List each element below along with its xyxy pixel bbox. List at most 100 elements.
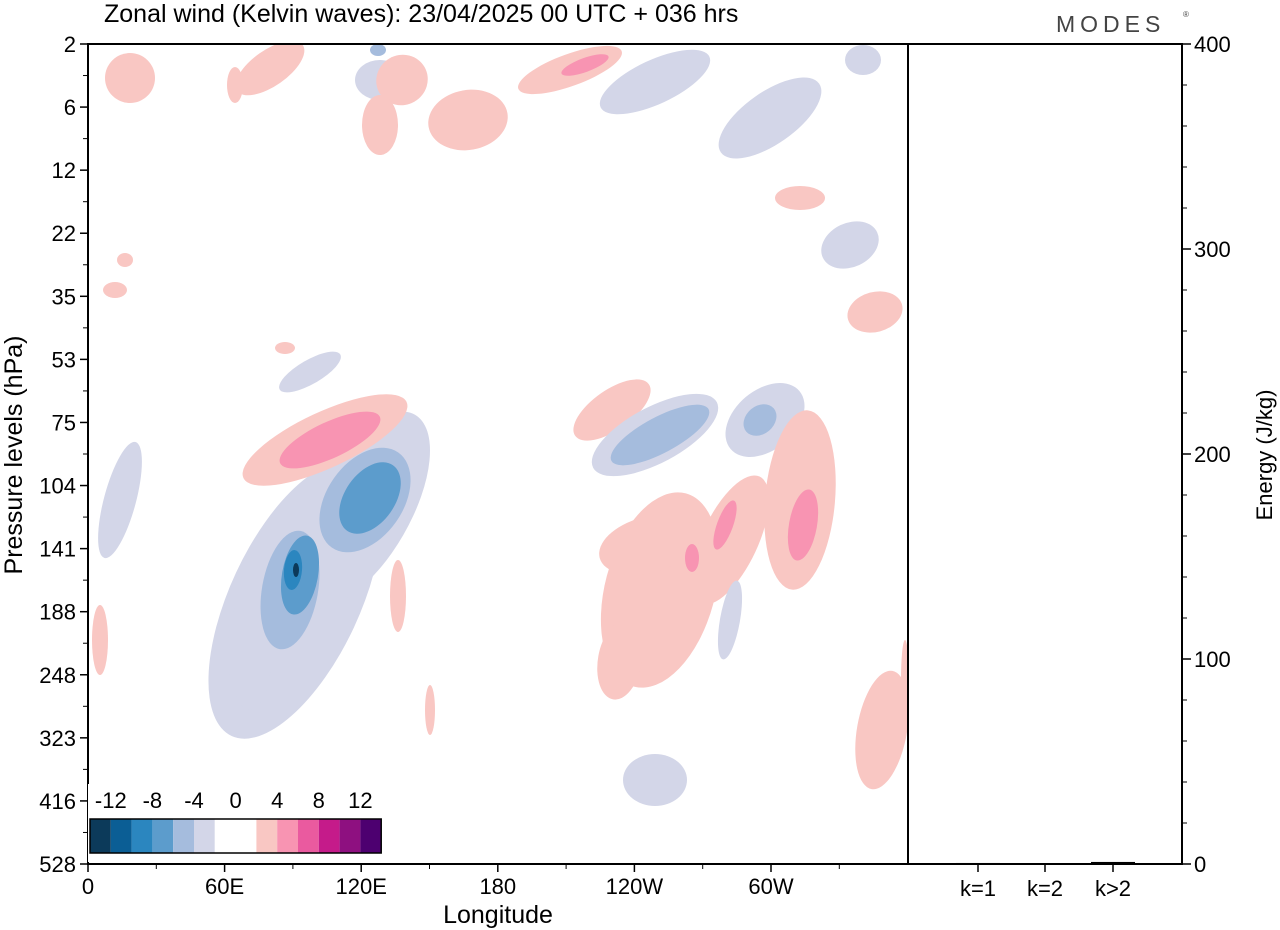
negative-contour <box>370 44 386 56</box>
positive-contour <box>105 53 155 103</box>
energy-tick-label: 200 <box>1194 442 1231 467</box>
positive-contour <box>599 515 697 575</box>
colorbar-swatch <box>152 819 174 853</box>
y-tick-label: 53 <box>52 347 76 372</box>
x-tick-label: 60W <box>748 874 793 899</box>
x-axis: 0 60E 120E 180 120W 60W <box>82 864 840 899</box>
negative-contour <box>293 563 299 577</box>
y-tick-label: 416 <box>39 789 76 814</box>
negative-contour <box>599 49 711 115</box>
colorbar-swatch <box>173 819 194 853</box>
colorbar-tick-label: -12 <box>95 788 127 813</box>
positive-contour <box>561 54 609 76</box>
wind-field <box>92 44 908 806</box>
colorbar-tick-label: 8 <box>313 788 325 813</box>
modes-logo: MODES <box>1056 11 1165 37</box>
colorbar-swatch <box>194 819 215 853</box>
energy-tick-label: 400 <box>1194 32 1231 57</box>
energy-bar <box>1091 861 1135 864</box>
colorbar-swatch <box>318 819 340 853</box>
energy-tick-label: 100 <box>1194 647 1231 672</box>
positive-contour <box>390 560 406 632</box>
positive-contour <box>573 379 651 441</box>
x-tick-label: 120E <box>336 874 387 899</box>
positive-contour <box>279 411 381 469</box>
y-tick-label: 12 <box>52 158 76 183</box>
positive-contour <box>425 685 435 735</box>
positive-contour <box>901 640 908 720</box>
colorbar-swatch <box>339 819 361 853</box>
x-tick-label: 60E <box>205 874 244 899</box>
colorbar-tick-label: -8 <box>143 788 163 813</box>
colorbar-swatch <box>214 819 236 853</box>
positive-contour <box>428 89 508 151</box>
positive-contour <box>103 282 127 298</box>
colorbar-tick-label: -4 <box>184 788 204 813</box>
y-axis: 2 6 12 22 35 53 75 104 141 188 248 323 416 528 <box>39 32 88 877</box>
x-tick-label: 120W <box>606 874 664 899</box>
energy-category-label: k=1 <box>960 876 996 901</box>
positive-contour <box>691 475 769 605</box>
colorbar-swatch <box>90 819 111 853</box>
positive-contour <box>117 253 133 267</box>
negative-contour <box>845 45 881 75</box>
colorbar-swatch <box>235 819 257 853</box>
y-tick-label: 528 <box>39 852 76 877</box>
colorbar-tick-label: 4 <box>271 788 283 813</box>
y-tick-label: 6 <box>64 95 76 120</box>
chart-title: Zonal wind (Kelvin waves): 23/04/2025 00… <box>104 0 738 28</box>
energy-plot-frame <box>907 43 1183 865</box>
colorbar-swatch <box>131 819 153 853</box>
positive-contour <box>775 186 825 210</box>
negative-contour <box>717 580 743 660</box>
x-axis-label: Longitude <box>443 901 553 929</box>
positive-contour <box>376 54 428 106</box>
positive-contour <box>235 44 305 96</box>
positive-contour <box>597 620 643 700</box>
y-tick-label: 35 <box>52 284 76 309</box>
negative-contour <box>610 404 710 466</box>
negative-contour <box>718 77 822 159</box>
y-tick-label: 323 <box>39 726 76 751</box>
positive-contour <box>92 605 108 675</box>
negative-contour <box>98 441 142 559</box>
positive-contour <box>227 67 243 103</box>
energy-bar <box>1023 863 1067 865</box>
x-tick-label: 180 <box>479 874 516 899</box>
colorbar-swatch <box>256 819 278 853</box>
negative-contour <box>720 125 770 151</box>
energy-tick-label: 0 <box>1194 852 1206 877</box>
energy-axis-label: Energy (J/kg) <box>1252 390 1277 521</box>
colorbar-swatch <box>110 819 132 853</box>
y-axis-label: Pressure levels (hPa) <box>0 336 28 575</box>
energy-category-label: k=2 <box>1027 876 1063 901</box>
logo-registered-mark: ® <box>1183 10 1189 19</box>
colorbar-swatch <box>277 819 298 853</box>
negative-contour <box>228 590 272 710</box>
energy-category-label: k>2 <box>1095 876 1131 901</box>
negative-contour <box>821 221 879 269</box>
y-tick-label: 188 <box>39 600 76 625</box>
energy-bar <box>956 862 1000 864</box>
negative-contour <box>743 404 777 436</box>
colorbar-frame <box>89 818 382 854</box>
positive-contour <box>787 489 819 561</box>
colorbar-swatch <box>360 819 382 853</box>
positive-contour <box>847 291 903 333</box>
y-tick-label: 248 <box>39 663 76 688</box>
y-tick-label: 22 <box>52 221 76 246</box>
positive-contour <box>713 500 737 550</box>
colorbar-tick-label: 0 <box>229 788 241 813</box>
negative-contour <box>339 462 401 534</box>
y-tick-label: 2 <box>64 32 76 57</box>
negative-contour <box>279 351 341 393</box>
negative-contour <box>623 754 687 806</box>
energy-panel: 0 100 200 300 400 k=1 k=2 k>2 <box>956 32 1231 901</box>
y-tick-label: 104 <box>39 474 76 499</box>
positive-contour <box>685 544 699 572</box>
y-tick-label: 75 <box>52 410 76 435</box>
y-tick-label: 141 <box>39 537 76 562</box>
positive-contour <box>855 670 908 790</box>
x-tick-label: 0 <box>82 874 94 899</box>
